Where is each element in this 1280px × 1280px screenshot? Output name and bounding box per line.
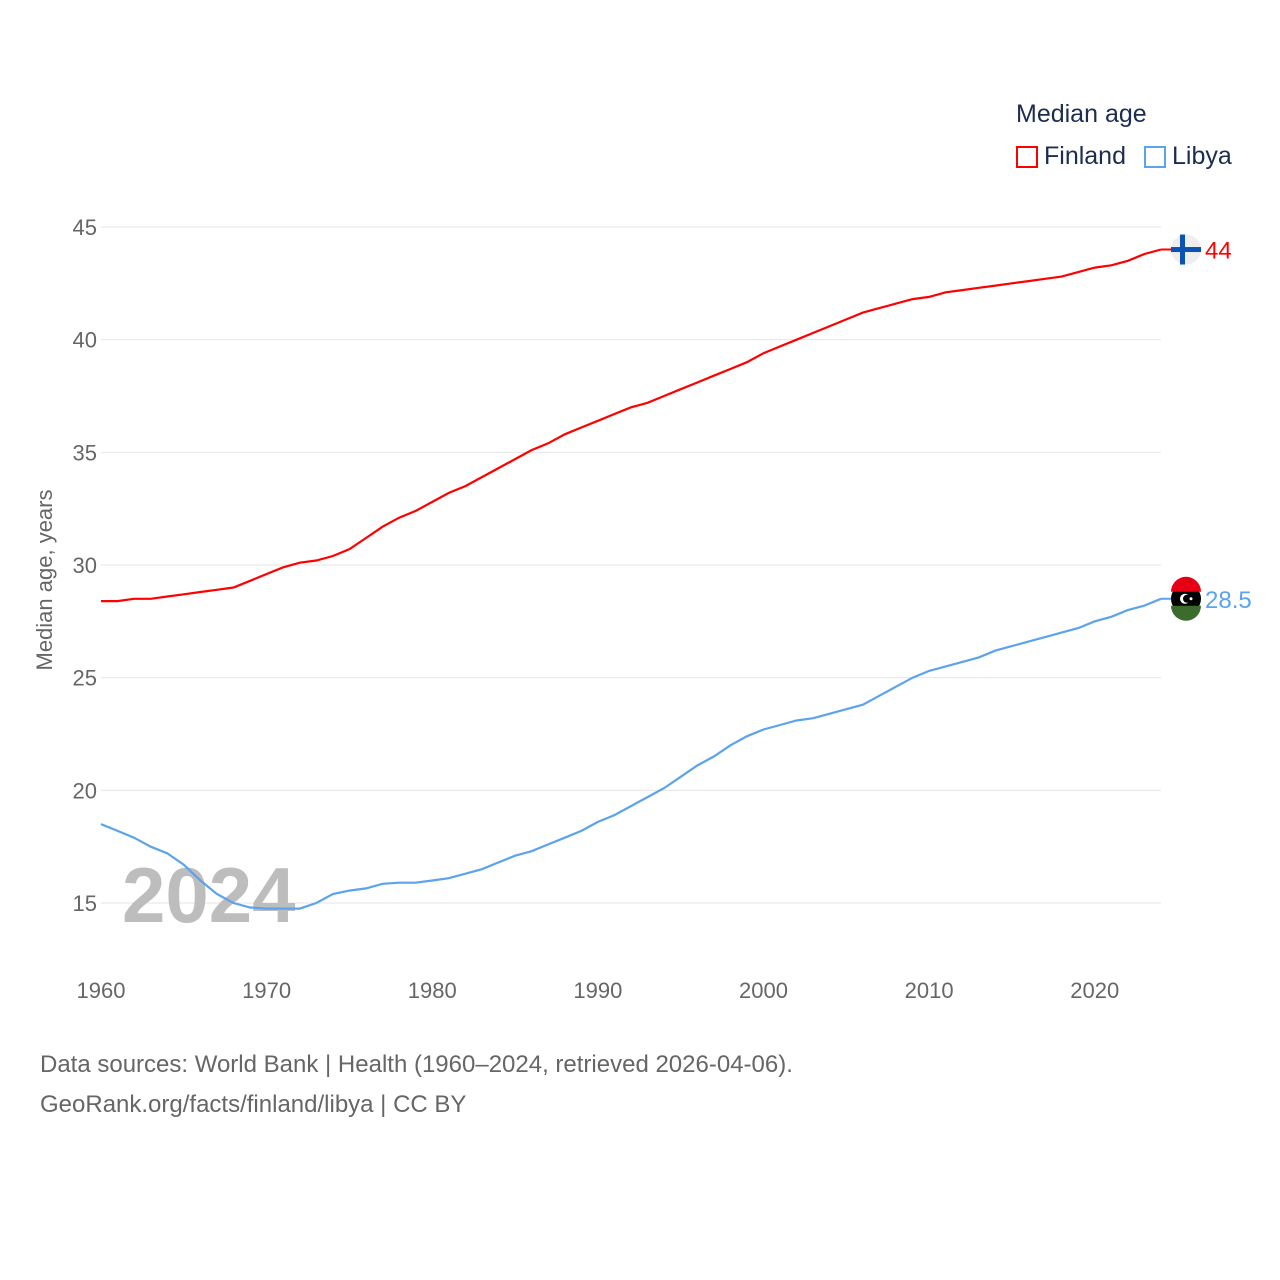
- source-link[interactable]: GeoRank.org/facts/finland/libya | CC BY: [40, 1091, 467, 1118]
- libya-flag-red: [1171, 576, 1201, 592]
- finland-flag-cross-v: [1180, 234, 1185, 265]
- y-axis-label: Median age, years: [32, 490, 57, 671]
- libya-crescent-cut: [1183, 594, 1191, 603]
- y-tick-label: 30: [73, 553, 97, 578]
- legend-item-finland[interactable]: Finland: [1016, 142, 1126, 171]
- y-tick-label: 35: [73, 440, 97, 465]
- legend-title: Median age: [1016, 100, 1147, 128]
- x-tick-label: 2020: [1070, 978, 1119, 1003]
- legend: Finland Libya: [1016, 142, 1232, 171]
- libya-star: [1189, 597, 1193, 601]
- x-tick-label: 2000: [739, 978, 788, 1003]
- x-tick-label: 1980: [408, 978, 457, 1003]
- y-tick-label: 40: [73, 328, 97, 353]
- end-value-label-finland: 44: [1205, 238, 1232, 265]
- series-line-finland: [101, 248, 1162, 603]
- legend-label-libya: Libya: [1172, 142, 1232, 170]
- y-tick-label: 45: [73, 215, 97, 240]
- source-line: Data sources: World Bank | Health (1960–…: [40, 1051, 793, 1078]
- finland-flag-cross-h: [1171, 247, 1201, 253]
- x-tick-label: 2010: [905, 978, 954, 1003]
- x-tick-label: 1990: [573, 978, 622, 1003]
- x-tick-label: 1960: [77, 978, 126, 1003]
- year-watermark: 2024: [122, 851, 296, 939]
- x-tick-label: 1970: [242, 978, 291, 1003]
- y-tick-label: 15: [73, 891, 97, 916]
- legend-swatch-libya: [1144, 145, 1166, 168]
- y-tick-label: 20: [73, 778, 97, 803]
- legend-item-libya[interactable]: Libya: [1144, 142, 1232, 171]
- legend-swatch-finland: [1016, 145, 1038, 168]
- end-value-label-libya: 28.5: [1205, 587, 1252, 614]
- legend-label-finland: Finland: [1044, 142, 1126, 170]
- footer-source: Data sources: World Bank | Health (1960–…: [40, 1045, 793, 1125]
- libya-flag-green: [1171, 605, 1201, 621]
- y-tick-label: 25: [73, 666, 97, 691]
- series-line-libya: [100, 597, 1162, 910]
- line-chart: 15 20 25 30 35 40 45 1960 1970 1980 1990 2000 2010 20…: [32, 215, 1252, 1003]
